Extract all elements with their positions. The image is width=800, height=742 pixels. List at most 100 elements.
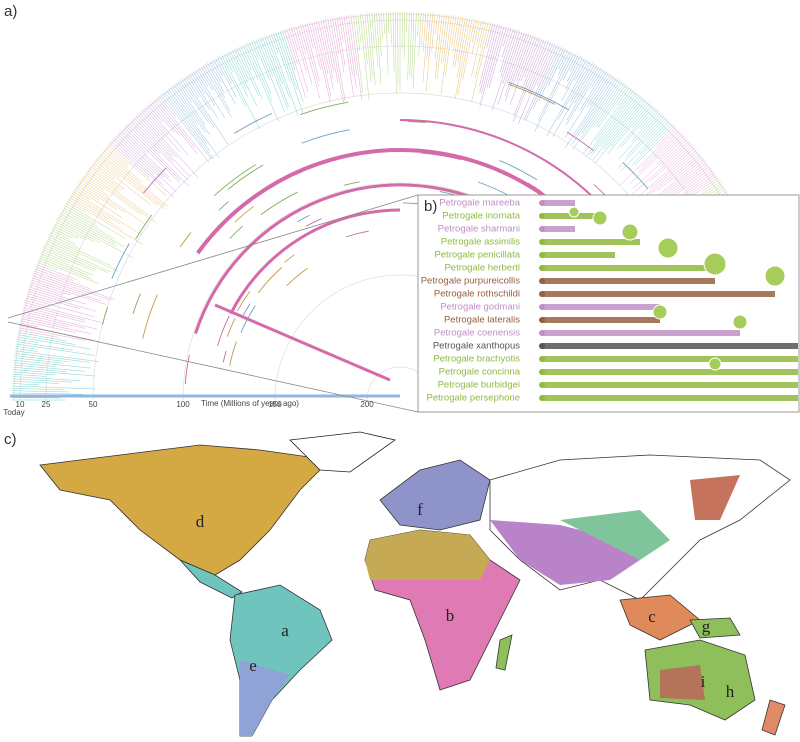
tip-branch bbox=[49, 234, 81, 250]
tip-branch bbox=[369, 13, 376, 85]
region-label: f bbox=[417, 500, 423, 519]
tip-branch bbox=[205, 64, 226, 99]
tip-branch bbox=[343, 16, 353, 76]
species-name: Petrogale xanthopus bbox=[433, 341, 520, 352]
tip-branch bbox=[13, 364, 85, 372]
tip-branch bbox=[597, 85, 629, 128]
tip-branch bbox=[381, 12, 383, 39]
tip-branch bbox=[457, 17, 466, 63]
tip-branch bbox=[19, 322, 39, 328]
tip-branch bbox=[97, 156, 158, 205]
tip-branch bbox=[348, 15, 357, 76]
tip-branch bbox=[67, 199, 143, 245]
tip-branch bbox=[440, 14, 448, 64]
node bbox=[539, 291, 545, 297]
tip-branch bbox=[183, 77, 229, 145]
tip-branch bbox=[581, 79, 619, 134]
tip-branch bbox=[45, 242, 111, 273]
tip-branch bbox=[74, 189, 90, 200]
tip-branch bbox=[277, 31, 298, 90]
tip-branch bbox=[282, 30, 296, 71]
tip-branch bbox=[395, 12, 397, 94]
tip-branch bbox=[27, 291, 97, 312]
tip-branch bbox=[586, 72, 609, 108]
node bbox=[621, 223, 639, 241]
species-name: Petrogale persephone bbox=[427, 393, 521, 404]
tip-branch bbox=[94, 160, 152, 206]
inner-branch bbox=[217, 315, 230, 346]
tip-branch bbox=[12, 373, 47, 377]
tip-branch bbox=[513, 39, 545, 116]
lineage-bar bbox=[542, 317, 660, 323]
tip-branch bbox=[329, 18, 346, 101]
tip-branch bbox=[362, 13, 368, 65]
tip-branch bbox=[14, 352, 90, 363]
tip-branch bbox=[502, 27, 509, 47]
tip-branch bbox=[629, 133, 683, 184]
tip-branch bbox=[38, 257, 93, 280]
tip-branch bbox=[595, 100, 647, 164]
tip-branch bbox=[412, 12, 417, 90]
tip-branch bbox=[197, 69, 209, 87]
lineage-bar bbox=[542, 278, 715, 284]
tip-branch bbox=[603, 98, 645, 150]
tip-branch bbox=[359, 14, 370, 100]
tip-branch bbox=[442, 15, 450, 64]
tip-branch bbox=[422, 13, 429, 82]
tip-branch bbox=[486, 26, 505, 88]
inner-branch bbox=[213, 164, 256, 197]
tip-branch bbox=[509, 36, 536, 105]
tip-branch bbox=[574, 65, 597, 104]
tip-branch bbox=[15, 346, 36, 350]
node bbox=[539, 356, 545, 362]
tip-branch bbox=[533, 47, 562, 108]
time-tick-label: 100 bbox=[176, 400, 190, 409]
tip-branch bbox=[631, 123, 673, 166]
node bbox=[539, 330, 545, 336]
tip-branch bbox=[25, 297, 95, 318]
tip-branch bbox=[702, 179, 720, 192]
inset-box bbox=[417, 194, 800, 413]
inner-branch bbox=[284, 254, 295, 263]
tip-branch bbox=[504, 33, 530, 102]
tip-branch bbox=[103, 149, 143, 183]
tip-branch bbox=[155, 98, 196, 148]
inner-branch bbox=[234, 113, 273, 134]
region-label: g bbox=[702, 617, 711, 636]
tip-branch bbox=[160, 94, 212, 160]
tip-branch bbox=[77, 183, 118, 210]
south-asia bbox=[490, 520, 640, 585]
tip-branch bbox=[142, 109, 181, 152]
tip-branch bbox=[666, 146, 694, 170]
tip-branch bbox=[92, 162, 115, 180]
node bbox=[539, 343, 545, 349]
tip-branch bbox=[90, 166, 122, 191]
tip-branch bbox=[621, 107, 656, 148]
tip-branch bbox=[48, 236, 111, 266]
tip-branch bbox=[234, 49, 249, 80]
tip-branch bbox=[193, 71, 216, 107]
tip-branch bbox=[95, 158, 120, 178]
tip-branch bbox=[313, 21, 332, 97]
species-name: Petrogale rothschildi bbox=[434, 289, 520, 300]
tip-branch bbox=[16, 339, 38, 343]
tip-branch bbox=[46, 240, 80, 256]
tip-branch bbox=[506, 32, 525, 84]
tip-branch bbox=[607, 103, 651, 155]
tip-branch bbox=[41, 251, 69, 263]
tip-branch bbox=[33, 273, 111, 301]
tip-branch bbox=[388, 12, 390, 34]
species-name: Petrogale penicillata bbox=[434, 250, 520, 261]
panel-label: c) bbox=[4, 431, 17, 448]
inner-branch bbox=[222, 350, 227, 363]
north-america bbox=[39, 444, 331, 576]
inner-branch bbox=[420, 152, 461, 161]
tip-branch bbox=[619, 128, 678, 186]
tip-branch bbox=[454, 18, 471, 99]
tip-branch bbox=[106, 146, 129, 166]
tip-branch bbox=[501, 28, 512, 58]
tip-branch bbox=[20, 320, 76, 333]
tip-branch bbox=[284, 29, 307, 99]
tip-branch bbox=[37, 262, 58, 271]
